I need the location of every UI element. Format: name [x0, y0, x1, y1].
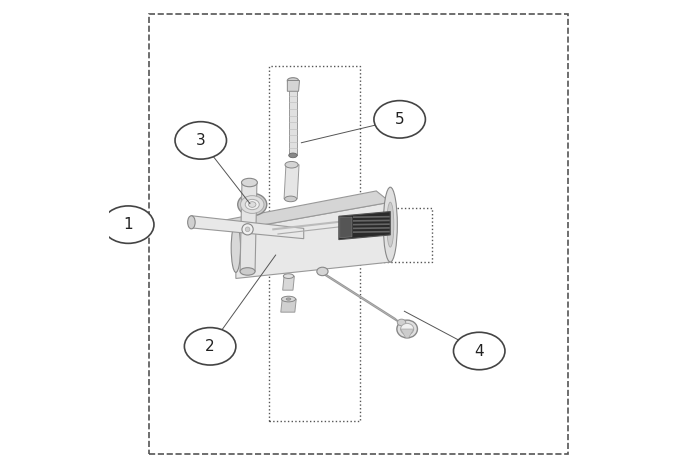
Polygon shape	[240, 183, 257, 271]
Ellipse shape	[453, 332, 505, 370]
Bar	[365, 208, 432, 262]
Ellipse shape	[240, 196, 264, 213]
Ellipse shape	[232, 224, 240, 272]
Polygon shape	[284, 165, 299, 199]
Ellipse shape	[317, 267, 328, 276]
Ellipse shape	[245, 199, 259, 210]
Text: 5: 5	[395, 112, 405, 127]
Ellipse shape	[383, 187, 397, 262]
Polygon shape	[281, 299, 296, 312]
Ellipse shape	[285, 161, 298, 168]
Ellipse shape	[249, 202, 256, 207]
Polygon shape	[236, 202, 390, 278]
Bar	[149, 14, 568, 454]
Ellipse shape	[387, 202, 394, 247]
Polygon shape	[192, 216, 304, 239]
Ellipse shape	[175, 122, 227, 159]
Ellipse shape	[241, 178, 258, 187]
Circle shape	[245, 227, 250, 232]
Ellipse shape	[238, 193, 267, 216]
Polygon shape	[282, 276, 294, 290]
Ellipse shape	[283, 274, 293, 278]
Ellipse shape	[289, 153, 297, 158]
Polygon shape	[401, 329, 414, 338]
Ellipse shape	[240, 268, 255, 275]
Bar	[269, 66, 360, 421]
Polygon shape	[289, 87, 297, 155]
Polygon shape	[318, 269, 402, 324]
Ellipse shape	[284, 196, 297, 202]
Ellipse shape	[397, 319, 406, 326]
Ellipse shape	[282, 296, 295, 302]
Polygon shape	[287, 80, 300, 91]
Ellipse shape	[397, 320, 418, 338]
Text: 1: 1	[124, 217, 133, 232]
Circle shape	[242, 224, 254, 235]
Polygon shape	[222, 191, 390, 230]
Ellipse shape	[401, 323, 414, 335]
Polygon shape	[340, 217, 352, 238]
Polygon shape	[339, 212, 390, 240]
Text: 3: 3	[196, 133, 205, 148]
Text: 2: 2	[205, 339, 215, 354]
Ellipse shape	[102, 206, 154, 243]
Ellipse shape	[374, 101, 425, 138]
Ellipse shape	[286, 298, 291, 300]
Ellipse shape	[188, 216, 195, 229]
Ellipse shape	[287, 78, 299, 83]
Text: 4: 4	[475, 344, 484, 358]
Ellipse shape	[184, 328, 236, 365]
